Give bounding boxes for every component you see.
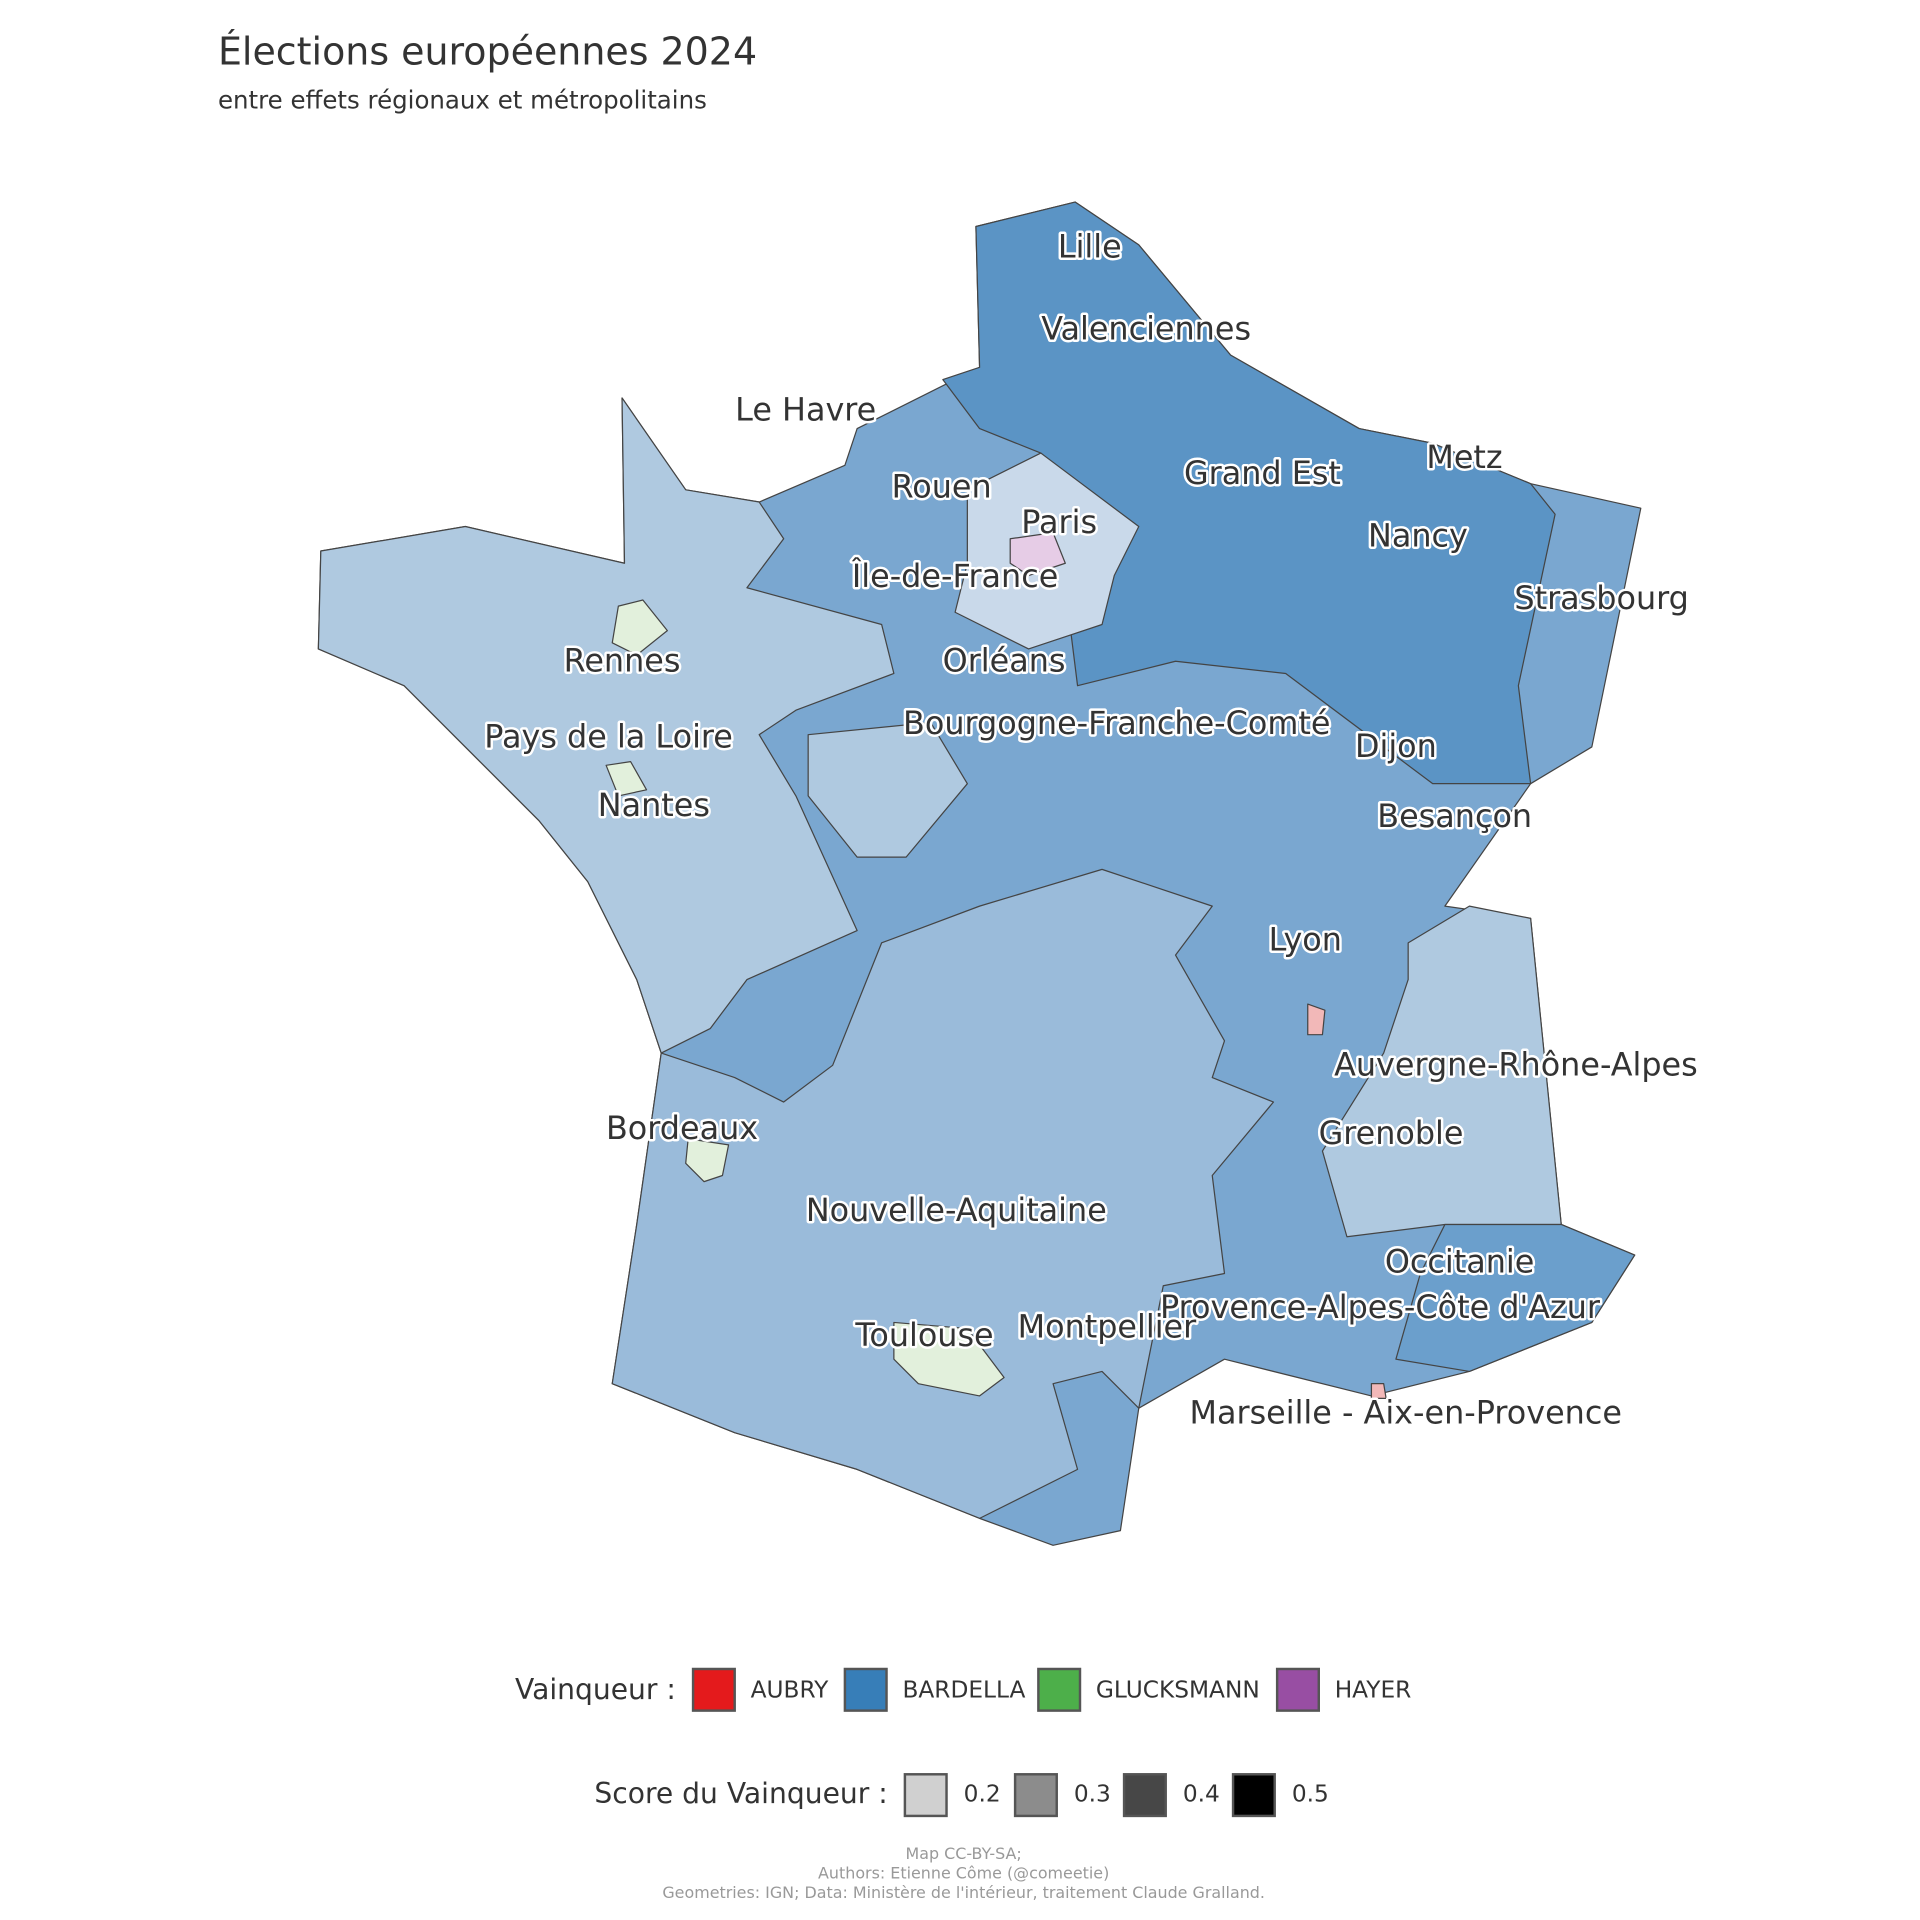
city-label: Grenoble [1319,1114,1464,1152]
legend-label: 0.2 [964,1781,1001,1808]
legend-swatch [1231,1773,1276,1818]
city-label: Besançon [1377,797,1532,835]
legend-swatch [843,1667,888,1712]
city-label: Marseille - Aix-en-Provence [1190,1393,1622,1431]
legend-swatch [903,1773,948,1818]
legend-swatch [1275,1667,1320,1712]
legend-label: AUBRY [751,1677,830,1704]
city-label: Lille [1058,228,1122,266]
legend-title: Vainqueur : [515,1673,676,1706]
metro-toulouse [893,1321,1005,1397]
city-label: Nouvelle-Aquitaine [806,1191,1107,1229]
city-label: Pays de la Loire [484,717,733,755]
city-label: Lyon [1269,921,1342,959]
footer-line: Map CC-BY-SA; [906,1844,1022,1863]
metro-rennes [611,599,668,656]
legend-swatch [1013,1773,1058,1818]
title: Élections européennes 2024 [218,29,757,73]
legend-label: 0.5 [1292,1781,1329,1808]
city-label: Valenciennes [1041,310,1251,348]
city-label: Montpellier [1018,1308,1197,1346]
city-label: Nancy [1368,517,1468,555]
region-west [317,397,895,1054]
region-north-east [942,201,1556,785]
city-label: Paris [1021,503,1097,541]
city-label: Le Havre [735,390,876,428]
city-label: Bourgogne-Franche-Comté [903,704,1330,742]
metro-bordeaux [685,1138,730,1183]
city-label: Dijon [1355,727,1437,765]
region-centre-south [807,721,968,858]
city-label: Orléans [943,641,1066,679]
subtitle: entre effets régionaux et métropolitains [218,86,707,115]
legend-swatch [691,1667,736,1712]
city-label: Nantes [598,786,710,824]
legend-label: GLUCKSMANN [1096,1677,1260,1704]
legend-label: BARDELLA [902,1677,1025,1704]
city-label: Strasbourg [1514,579,1688,617]
city-labels: Lille Valenciennes Le Havre Rouen Grand Est M… [482,225,1700,1434]
footer: Map CC-BY-SA;Authors: Etienne Côme (@com… [662,1844,1265,1902]
city-label: Metz [1426,438,1502,476]
map [317,201,1642,1546]
region-south-east [1395,1223,1636,1373]
metro-nantes [605,761,648,797]
city-label: Toulouse [854,1316,993,1354]
region-south-west [611,868,1275,1519]
footer-line: Geometries: IGN; Data: Ministère de l'in… [662,1883,1265,1902]
city-label: Grand Est [1184,454,1341,492]
metro-paris [1009,532,1066,577]
city-label: Bordeaux [606,1109,758,1147]
legend-label: HAYER [1335,1677,1412,1704]
legend: Vainqueur : AUBRY BARDELLA GLUCKSMANN HAYER S… [515,1667,1412,1818]
legend-swatch [1122,1773,1167,1818]
city-label: Île-de-France [851,557,1058,595]
city-label: Rouen [892,468,992,506]
legend-label: 0.4 [1183,1781,1220,1808]
legend-swatch [1037,1667,1082,1712]
legend-label: 0.3 [1074,1781,1111,1808]
footer-line: Authors: Etienne Côme (@comeetie) [818,1863,1109,1882]
city-label: Provence-Alpes-Côte d'Azur [1160,1288,1601,1326]
city-label: Occitanie [1385,1243,1534,1281]
legend-title: Score du Vainqueur : [594,1777,887,1810]
metro-marseille [1370,1383,1387,1399]
city-label: Auvergne-Rhône-Alpes [1334,1046,1698,1084]
city-label: Rennes [564,641,681,679]
metro-lyon [1307,1003,1326,1036]
